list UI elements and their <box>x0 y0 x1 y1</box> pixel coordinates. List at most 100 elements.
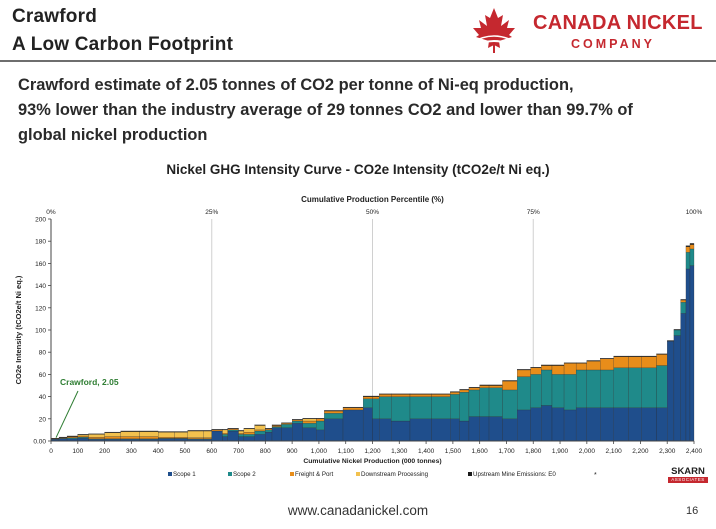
bar-segment-freight <box>77 435 89 438</box>
bar-segment-upstream <box>530 367 542 368</box>
slide-title: Crawford <box>12 6 97 27</box>
bar-segment-freight <box>66 436 78 438</box>
bar-segment-upstream <box>66 435 78 437</box>
bar-segment-scope2 <box>243 434 255 437</box>
legend-swatch <box>468 472 472 476</box>
bar-segment-upstream <box>502 380 518 382</box>
bar-segment-scope2 <box>281 424 293 428</box>
x-tick-label: 2,300 <box>659 448 676 455</box>
header-divider <box>0 60 716 62</box>
bar-segment-scope1 <box>391 420 411 442</box>
bar-segment-upstream <box>551 364 565 366</box>
bar-segment-scope2 <box>409 396 432 419</box>
bar-segment-scope2 <box>673 329 681 336</box>
bar-segment-scope2 <box>372 398 380 419</box>
bar-segment-upstream <box>656 353 668 355</box>
bar-segment-upstream <box>431 393 451 395</box>
bar-segment-downstream <box>104 432 121 437</box>
x-tick-label: 1,500 <box>445 448 462 455</box>
x-tick-label: 1,000 <box>311 448 328 455</box>
x-tick-label: 1,300 <box>391 448 408 455</box>
bar-segment-freight <box>316 418 325 422</box>
bar-segment-scope1 <box>586 407 601 442</box>
bar-segment-freight <box>104 436 121 439</box>
legend-label: Upstream Mine Emissions: E0 <box>473 471 556 478</box>
bar-segment-freight <box>120 436 140 439</box>
bar-segment-scope1 <box>238 436 245 442</box>
bar-segment-downstream <box>243 428 255 433</box>
headline-line-3: global nickel production <box>18 126 208 144</box>
bar-segment-freight <box>211 429 223 432</box>
bar-segment-freight <box>203 437 212 439</box>
bar-segment-scope2 <box>468 389 480 417</box>
bar-segment-upstream <box>227 428 239 429</box>
bar-segment-freight <box>530 367 542 375</box>
page-number: 16 <box>686 505 699 517</box>
bar-segment-scope1 <box>342 409 364 442</box>
bar-segment-scope1 <box>673 335 681 442</box>
crawford-annotation: Crawford, 2.05 <box>60 377 119 387</box>
bar-segment-downstream <box>88 434 105 438</box>
x-tick-label: 200 <box>99 448 110 455</box>
logo-name-line2: COMPANY <box>571 37 655 51</box>
bar-segment-scope2 <box>316 420 325 431</box>
bar-segment-upstream <box>120 430 140 432</box>
bar-segment-upstream <box>391 393 411 395</box>
bar-segment-upstream <box>271 424 282 426</box>
bar-segment-upstream <box>88 433 105 435</box>
bar-segment-scope1 <box>541 405 553 442</box>
x-tick-label: 500 <box>180 448 191 455</box>
bar-segment-upstream <box>613 355 629 357</box>
y-tick-label: 40 <box>39 394 47 401</box>
y-tick-label: 140 <box>35 283 46 290</box>
x-tick-label: 1,100 <box>338 448 355 455</box>
legend-swatch <box>168 472 172 476</box>
bar-segment-freight <box>450 392 460 395</box>
bar-segment-scope2 <box>222 434 228 437</box>
footer-website[interactable]: www.canadanickel.com <box>287 503 429 518</box>
bar-segment-freight <box>680 299 687 303</box>
bar-segment-freight <box>222 433 228 435</box>
bar-segment-scope1 <box>254 434 266 442</box>
bar-segment-freight <box>431 394 451 397</box>
bar-segment-upstream <box>673 329 681 331</box>
bar-segment-scope2 <box>656 365 668 408</box>
bar-segment-freight <box>551 365 565 375</box>
headline-line-1: Crawford estimate of 2.05 tonnes of CO2 … <box>18 76 574 94</box>
bar-segment-upstream <box>468 386 480 388</box>
bar-segment-scope1 <box>316 429 325 442</box>
legend-extra: * <box>594 472 597 479</box>
bar-segment-freight <box>254 429 266 432</box>
bar-segment-upstream <box>641 355 657 357</box>
bar-segment-freight <box>391 394 411 397</box>
legend-swatch <box>290 472 294 476</box>
x-tick-label: 100 <box>72 448 83 455</box>
bar-segment-scope2 <box>586 369 601 408</box>
bar-segment-scope1 <box>551 407 565 442</box>
bar-segment-freight <box>292 419 303 422</box>
x-tick-label: 400 <box>153 448 164 455</box>
x-tick-label: 300 <box>126 448 137 455</box>
bar-segment-scope2 <box>551 374 565 408</box>
bar-segment-scope1 <box>324 418 344 442</box>
bar-segment-scope2 <box>302 423 317 428</box>
bar-segment-upstream <box>243 428 255 429</box>
bar-segment-freight <box>459 389 470 393</box>
x-tick-label: 1,700 <box>498 448 515 455</box>
bar-segment-upstream <box>479 384 490 386</box>
y-tick-label: 60 <box>39 372 47 379</box>
bar-segment-scope1 <box>656 407 668 442</box>
bar-segment-scope1 <box>689 265 695 442</box>
bar-segment-upstream <box>685 245 691 247</box>
bar-segment-scope1 <box>372 418 380 442</box>
bar-segment-scope1 <box>488 416 503 442</box>
bar-segment-freight <box>271 425 282 427</box>
bar-segment-freight <box>174 436 188 439</box>
bar-segment-scope2 <box>575 369 587 408</box>
bar-segment-scope1 <box>409 418 432 442</box>
top-tick-label: 50% <box>366 209 379 216</box>
bar-segment-scope1 <box>685 268 691 442</box>
bar-segment-upstream <box>342 406 364 408</box>
bar-segment-freight <box>243 431 255 435</box>
x-tick-label: 1,900 <box>552 448 569 455</box>
